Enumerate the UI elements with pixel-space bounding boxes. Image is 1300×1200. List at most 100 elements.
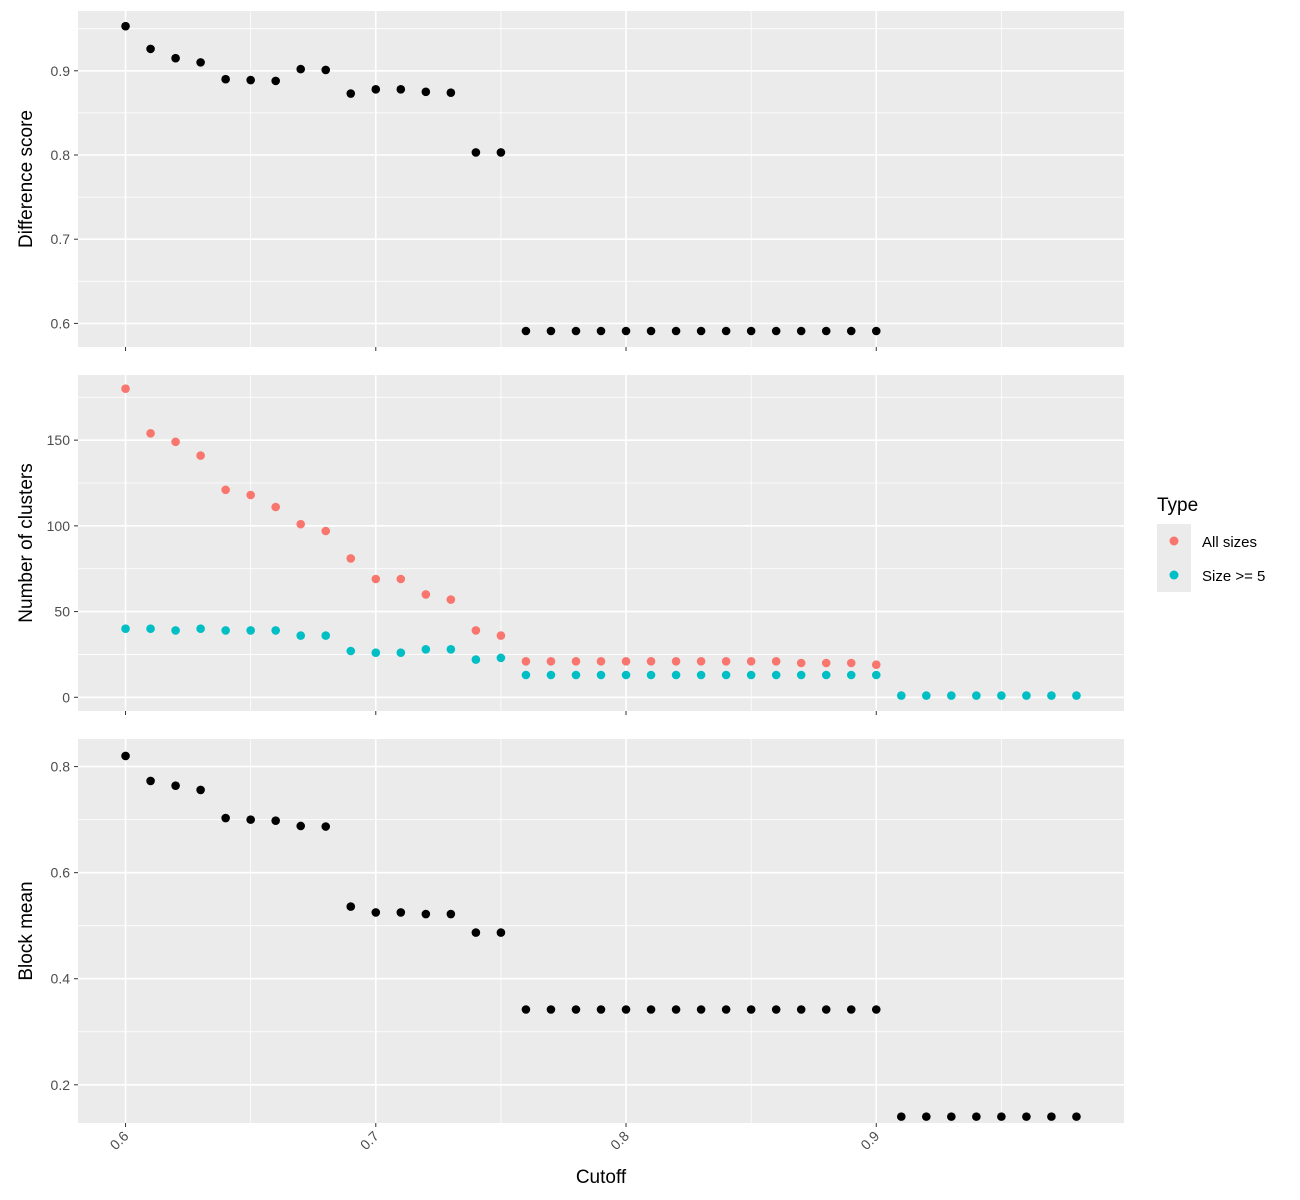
data-point xyxy=(721,326,731,336)
data-point xyxy=(671,326,681,336)
data-point xyxy=(121,751,130,761)
data-point xyxy=(771,656,781,666)
data-point xyxy=(496,631,506,640)
data-point xyxy=(521,326,531,336)
y-tick-label: 0.9 xyxy=(51,63,71,79)
data-point xyxy=(771,1005,781,1014)
data-point xyxy=(671,670,681,680)
data-point xyxy=(671,1005,681,1014)
data-point xyxy=(596,670,606,680)
y-tick-label: 0.8 xyxy=(51,147,71,163)
data-point xyxy=(646,670,656,680)
panel-background xyxy=(78,11,1124,347)
data-point xyxy=(546,670,556,680)
data-point xyxy=(696,1005,706,1014)
data-point xyxy=(146,428,155,438)
data-point xyxy=(446,909,456,919)
data-point xyxy=(421,909,431,919)
legend-title: Type xyxy=(1157,495,1198,516)
data-point xyxy=(471,626,481,635)
data-point xyxy=(696,656,706,666)
data-point xyxy=(621,670,631,680)
data-point xyxy=(246,75,255,85)
data-point xyxy=(371,574,381,584)
data-point xyxy=(171,626,180,635)
data-point xyxy=(646,1005,656,1014)
data-point xyxy=(896,691,906,700)
data-point xyxy=(496,148,506,157)
data-point xyxy=(246,815,255,824)
data-point xyxy=(196,624,205,634)
data-point xyxy=(421,644,431,654)
x-axis-title: Cutoff xyxy=(576,1167,627,1188)
data-point xyxy=(896,1112,906,1121)
data-point xyxy=(146,776,155,786)
x-tick-label: 0.8 xyxy=(607,1128,632,1153)
data-point xyxy=(396,908,406,917)
x-tick-label: 0.6 xyxy=(107,1128,132,1153)
panel-2: 0 50 100 150 Number of clusters xyxy=(16,375,1124,715)
data-point xyxy=(196,785,205,795)
data-point xyxy=(346,554,356,563)
data-point xyxy=(821,326,831,336)
data-point xyxy=(421,590,431,599)
data-point xyxy=(1072,691,1081,700)
data-point xyxy=(696,326,706,336)
data-point xyxy=(922,1112,931,1121)
data-point xyxy=(271,626,280,635)
panels-layer: 0.6 0.7 0.8 0.9 Difference score 0 50 100 150 Num… xyxy=(16,11,1124,1153)
data-point xyxy=(746,326,756,336)
data-point xyxy=(922,691,931,700)
x-tick-label: 0.7 xyxy=(357,1128,382,1153)
data-point xyxy=(821,1005,831,1014)
data-point xyxy=(846,658,856,668)
panel-background xyxy=(78,375,1124,711)
data-point xyxy=(746,670,756,680)
data-point xyxy=(396,85,406,94)
data-point xyxy=(821,670,831,680)
data-point xyxy=(396,648,406,658)
data-point xyxy=(446,88,456,97)
data-point xyxy=(997,1112,1006,1121)
data-point xyxy=(371,85,381,94)
data-point xyxy=(571,326,581,336)
data-point xyxy=(121,21,130,31)
data-point xyxy=(221,813,230,823)
y-tick-label: 100 xyxy=(47,518,71,534)
data-point xyxy=(1022,1112,1031,1121)
data-point xyxy=(321,631,331,640)
data-point xyxy=(796,1005,806,1014)
data-point xyxy=(846,670,856,680)
data-point xyxy=(596,326,606,336)
data-point xyxy=(471,928,481,937)
data-point xyxy=(871,326,881,336)
data-point xyxy=(571,1005,581,1014)
data-point xyxy=(346,902,356,911)
data-point xyxy=(496,653,506,663)
data-point xyxy=(171,781,180,790)
data-point xyxy=(546,326,556,336)
y-tick-label: 0.7 xyxy=(51,231,71,247)
data-point xyxy=(646,326,656,336)
panel-background xyxy=(78,739,1124,1123)
data-point xyxy=(871,660,881,670)
data-point xyxy=(972,691,981,700)
data-point xyxy=(571,670,581,680)
data-point xyxy=(621,656,631,666)
data-point xyxy=(721,656,731,666)
y-axis-title: Number of clusters xyxy=(16,463,37,622)
data-point xyxy=(796,658,806,668)
data-point xyxy=(121,384,130,394)
data-point xyxy=(746,1005,756,1014)
data-point xyxy=(1047,1112,1056,1121)
data-point xyxy=(646,656,656,666)
data-point xyxy=(771,670,781,680)
data-point xyxy=(471,655,481,664)
y-tick-label: 0.6 xyxy=(51,315,71,331)
data-point xyxy=(721,1005,731,1014)
data-point xyxy=(296,519,306,529)
y-tick-label: 0.4 xyxy=(51,971,71,987)
data-point xyxy=(796,670,806,680)
data-point xyxy=(246,626,255,635)
data-point xyxy=(721,670,731,680)
